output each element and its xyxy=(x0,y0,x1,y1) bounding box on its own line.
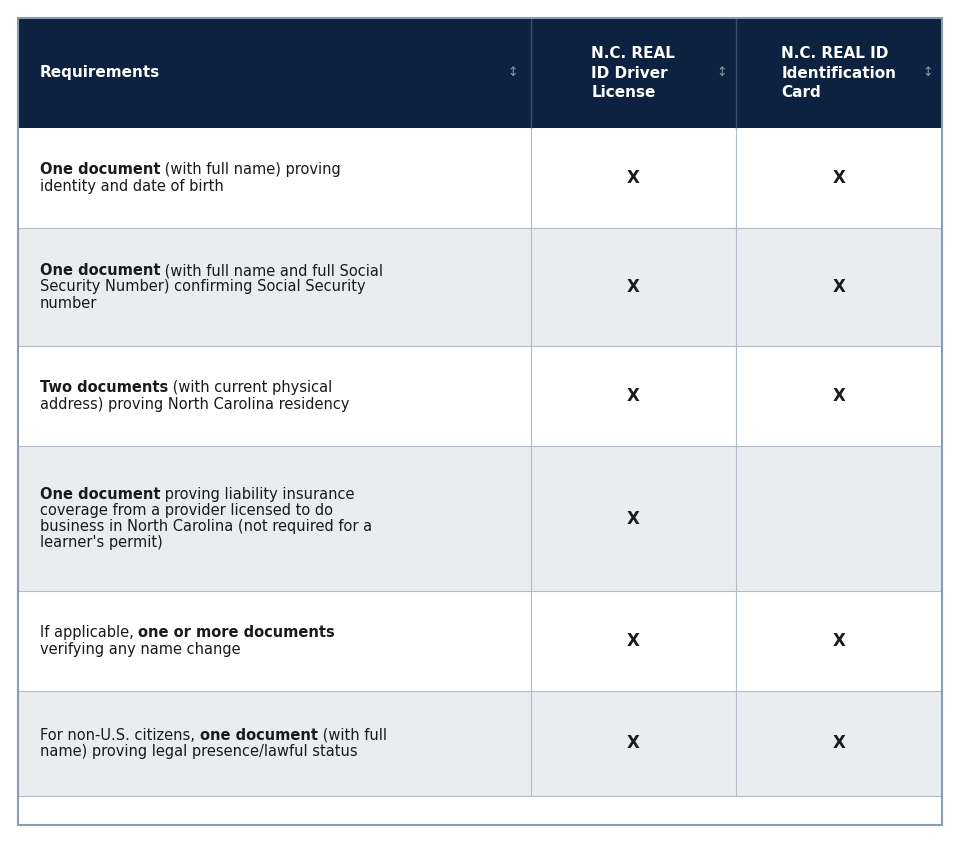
Text: X: X xyxy=(627,509,639,528)
Text: N.C. REAL ID
Identification
Card: N.C. REAL ID Identification Card xyxy=(781,46,897,100)
Text: If applicable,: If applicable, xyxy=(40,626,138,641)
Bar xyxy=(18,18,942,128)
Text: (with full name) proving: (with full name) proving xyxy=(160,163,341,177)
Text: one document: one document xyxy=(200,728,318,743)
Text: One document: One document xyxy=(40,163,160,177)
Text: X: X xyxy=(627,632,639,650)
Bar xyxy=(18,228,942,346)
Text: X: X xyxy=(832,278,846,296)
Text: Requirements: Requirements xyxy=(40,66,160,80)
Text: number: number xyxy=(40,296,97,311)
Bar xyxy=(18,691,942,796)
Text: One document: One document xyxy=(40,263,160,278)
Text: ↕: ↕ xyxy=(508,67,518,79)
Text: X: X xyxy=(832,387,846,405)
Text: (with current physical: (with current physical xyxy=(168,380,332,395)
Text: X: X xyxy=(832,169,846,187)
Text: N.C. REAL
ID Driver
License: N.C. REAL ID Driver License xyxy=(591,46,675,100)
Text: proving liability insurance: proving liability insurance xyxy=(160,486,355,502)
Text: X: X xyxy=(627,734,639,753)
Text: verifying any name change: verifying any name change xyxy=(40,642,241,657)
Text: one or more documents: one or more documents xyxy=(138,626,335,641)
Text: Security Number) confirming Social Security: Security Number) confirming Social Secur… xyxy=(40,280,366,294)
Text: X: X xyxy=(627,278,639,296)
Bar xyxy=(18,446,942,591)
Text: learner's permit): learner's permit) xyxy=(40,535,163,550)
Text: ↕: ↕ xyxy=(923,67,933,79)
Text: X: X xyxy=(627,169,639,187)
Text: X: X xyxy=(627,387,639,405)
Bar xyxy=(18,128,942,228)
Text: address) proving North Carolina residency: address) proving North Carolina residenc… xyxy=(40,397,349,411)
Text: coverage from a provider licensed to do: coverage from a provider licensed to do xyxy=(40,503,333,518)
Text: For non-U.S. citizens,: For non-U.S. citizens, xyxy=(40,728,200,743)
Text: ↕: ↕ xyxy=(717,67,727,79)
Bar xyxy=(18,346,942,446)
Text: X: X xyxy=(832,734,846,753)
Text: Two documents: Two documents xyxy=(40,380,168,395)
Text: identity and date of birth: identity and date of birth xyxy=(40,179,224,194)
Text: X: X xyxy=(832,632,846,650)
Text: (with full: (with full xyxy=(318,728,387,743)
Text: name) proving legal presence/lawful status: name) proving legal presence/lawful stat… xyxy=(40,744,358,760)
Bar xyxy=(18,591,942,691)
Text: (with full name and full Social: (with full name and full Social xyxy=(160,263,383,278)
Text: business in North Carolina (not required for a: business in North Carolina (not required… xyxy=(40,519,372,534)
Text: One document: One document xyxy=(40,486,160,502)
